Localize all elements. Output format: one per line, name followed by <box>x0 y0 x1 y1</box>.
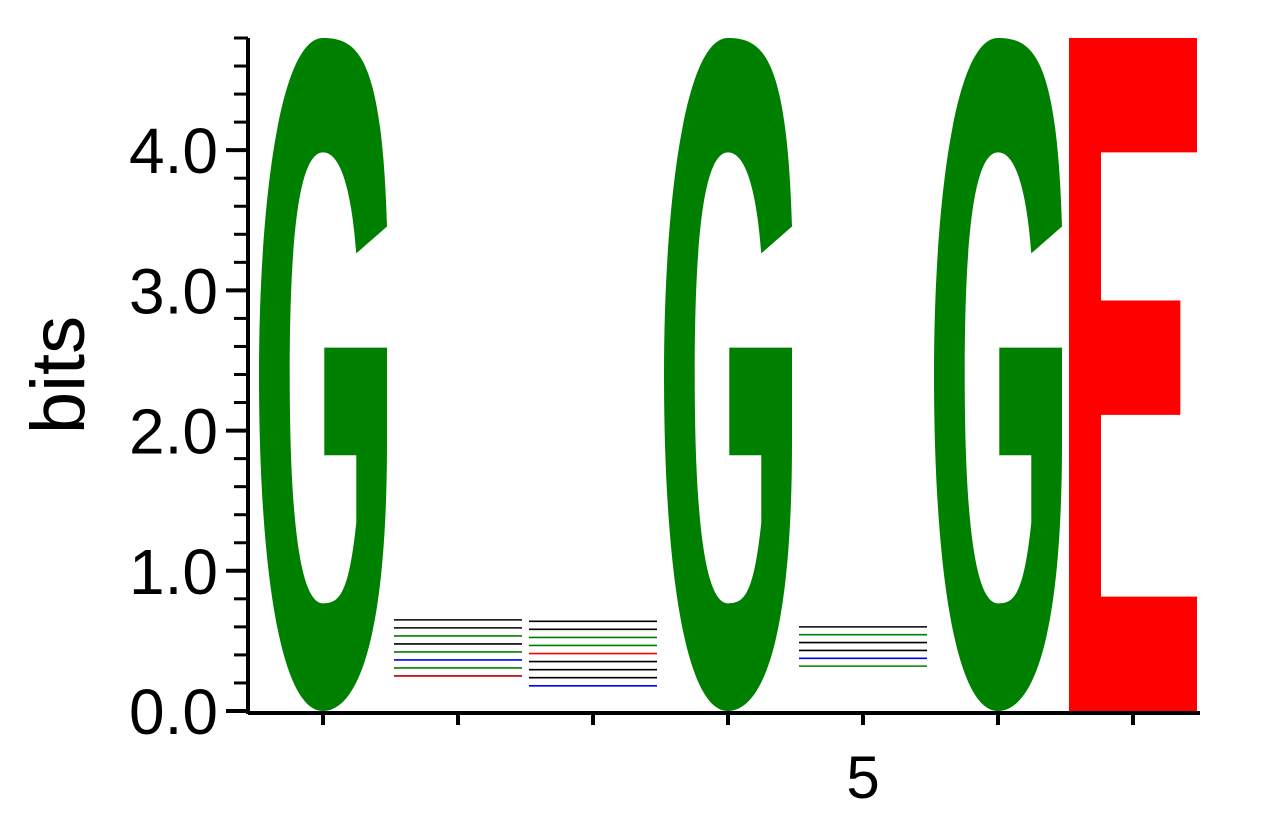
x-axis: 5 <box>248 711 1200 811</box>
x-tick-label: 5 <box>846 744 879 811</box>
y-tick-label: 4.0 <box>129 115 218 187</box>
y-tick-label: 3.0 <box>129 255 218 327</box>
y-axis-label: bits <box>16 316 101 434</box>
y-tick-label: 1.0 <box>129 536 218 608</box>
y-tick-label: 0.0 <box>129 676 218 748</box>
logo-letter-g <box>259 38 387 711</box>
logo-letter-g <box>664 38 792 711</box>
y-axis: 0.0 1.0 2.0 3.0 4.0 <box>129 36 250 748</box>
logo-letter-g <box>934 38 1062 711</box>
logo-stacks <box>259 38 1197 711</box>
logo-letter-e <box>1069 38 1197 711</box>
y-tick-label: 2.0 <box>129 396 218 468</box>
